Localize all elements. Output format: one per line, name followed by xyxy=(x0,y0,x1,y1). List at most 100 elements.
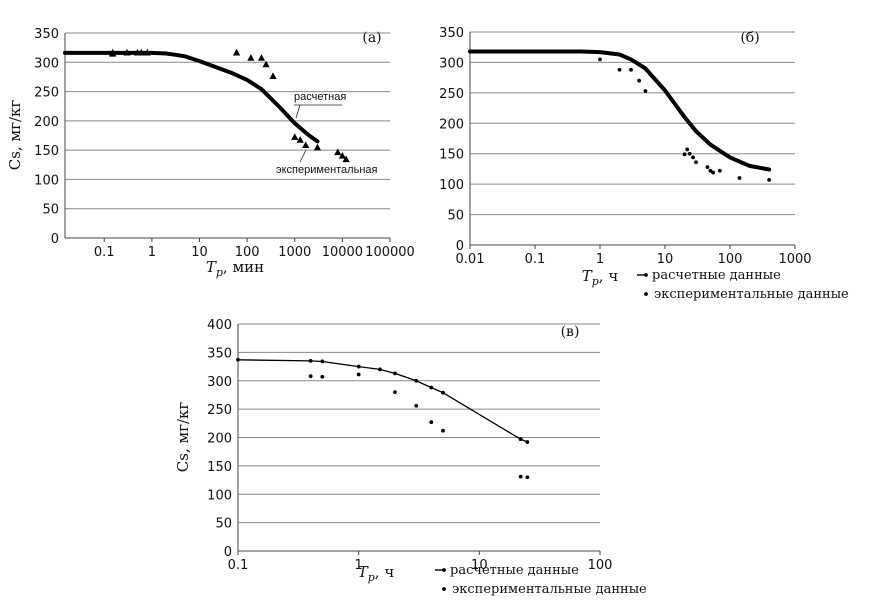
y-tick-label: 350 xyxy=(439,26,464,41)
data-point xyxy=(767,177,772,182)
x-axis-label-subscript: p xyxy=(368,571,375,584)
data-point xyxy=(296,136,304,143)
data-point xyxy=(525,440,530,444)
y-axis-label: Cs, мг/кг xyxy=(6,100,24,171)
data-point xyxy=(342,155,350,163)
y-tick-label: 200 xyxy=(34,115,59,130)
legend-label: экспериментальные данные xyxy=(654,287,849,302)
x-tick-label: 0.01 xyxy=(456,252,485,267)
data-point xyxy=(338,152,346,159)
x-axis-label: Tp, ч xyxy=(582,267,619,288)
y-tick-label: 50 xyxy=(447,209,464,224)
data-point xyxy=(291,133,299,140)
data-point xyxy=(313,143,322,151)
x-tick-label: 100 xyxy=(235,245,260,260)
data-point xyxy=(468,49,472,54)
y-tick-label: 350 xyxy=(207,346,232,361)
y-tick-label: 300 xyxy=(439,56,464,71)
x-tick-label: 0.1 xyxy=(228,558,249,573)
data-point xyxy=(302,141,310,149)
data-point xyxy=(564,49,568,54)
x-axis-label-symbol: T xyxy=(358,563,369,581)
annotation-experimental: экспериментальная xyxy=(276,164,378,176)
panel-label: (в) xyxy=(561,324,580,340)
data-point xyxy=(356,364,361,369)
legend-swatch-experimental xyxy=(644,292,648,296)
y-tick-label: 250 xyxy=(34,86,59,101)
data-point xyxy=(617,67,622,72)
x-axis-label: Tp, ч xyxy=(358,563,395,584)
y-tick-label: 300 xyxy=(34,56,59,71)
data-point xyxy=(552,49,557,54)
y-tick-label: 400 xyxy=(207,318,232,333)
x-tick-label: 100 xyxy=(718,252,743,267)
legend-swatch-dot xyxy=(644,273,648,277)
x-axis-label-symbol: T xyxy=(582,267,593,285)
x-axis-label-unit: , ч xyxy=(375,563,395,581)
data-point xyxy=(356,372,361,377)
x-tick-label: 100000 xyxy=(365,245,415,260)
panel-label: (а) xyxy=(362,30,381,46)
data-point xyxy=(429,420,434,425)
data-point xyxy=(441,390,445,395)
y-tick-label: 50 xyxy=(215,517,232,532)
y-tick-label: 100 xyxy=(439,178,464,193)
y-tick-label: 200 xyxy=(207,432,232,447)
data-point xyxy=(308,358,313,363)
x-tick-label: 1 xyxy=(148,245,156,260)
chart-panel-b: 0 50 100 150 200 250 300 350 0.01 0.1 1 10 100 1000 Tp… xyxy=(439,26,849,302)
x-axis-label-symbol: T xyxy=(206,258,217,276)
x-axis-label-unit: , мин xyxy=(223,258,264,276)
data-point xyxy=(525,475,530,480)
y-tick-label: 150 xyxy=(34,144,59,159)
data-point xyxy=(637,78,642,83)
x-tick-label: 0.1 xyxy=(525,252,546,267)
x-axis-label-unit: , ч xyxy=(599,267,619,285)
data-point xyxy=(247,54,255,61)
y-tick-label: 150 xyxy=(207,460,232,475)
chart-panel-c: 0 50 100 150 200 250 300 350 400 0.1 1 10 100 Cs, мг/… xyxy=(174,318,647,597)
y-tick-label: 150 xyxy=(439,148,464,163)
data-point xyxy=(393,390,397,394)
data-point xyxy=(320,374,325,379)
data-point xyxy=(598,57,602,62)
y-tick-label: 0 xyxy=(51,232,59,247)
y-tick-label: 200 xyxy=(439,117,464,132)
x-axis-label-subscript: p xyxy=(592,275,599,288)
data-point xyxy=(334,148,342,156)
x-tick-label: 0.1 xyxy=(94,245,115,260)
legend-label: экспериментальные данные xyxy=(452,582,647,597)
data-point xyxy=(540,49,545,54)
legend-swatch-dot xyxy=(442,568,446,572)
legend-label: расчетные данные xyxy=(450,563,579,578)
data-point xyxy=(378,367,382,372)
annotation-leader xyxy=(299,149,307,163)
data-point xyxy=(718,168,722,173)
x-tick-label: 10 xyxy=(191,245,208,260)
series-line-calculated xyxy=(237,359,529,443)
chart-panel-a: 0 50 100 150 200 250 300 350 0.1 1 10 100 1000 10000 1… xyxy=(6,27,415,279)
data-point xyxy=(518,474,523,479)
y-tick-label: 300 xyxy=(207,375,232,390)
x-tick-label: 1 xyxy=(355,558,363,573)
x-tick-label: 10000 xyxy=(322,245,363,260)
x-tick-label: 1000 xyxy=(778,252,811,267)
y-tick-label: 50 xyxy=(42,203,59,218)
y-tick-label: 100 xyxy=(34,173,59,188)
data-point xyxy=(737,176,742,180)
data-point xyxy=(518,437,523,442)
panel-label: (б) xyxy=(740,30,759,46)
data-point xyxy=(320,359,325,364)
data-point xyxy=(682,152,687,157)
x-tick-label: 100 xyxy=(588,558,613,573)
x-tick-label: 1000 xyxy=(278,245,311,260)
data-point xyxy=(694,160,698,165)
data-point xyxy=(109,50,117,57)
y-tick-label: 250 xyxy=(207,403,232,418)
series-line-calculated xyxy=(63,50,320,144)
data-point xyxy=(578,49,583,54)
data-point xyxy=(137,48,145,56)
annotation-calculated: расчетная xyxy=(294,91,346,103)
data-point xyxy=(414,403,419,408)
